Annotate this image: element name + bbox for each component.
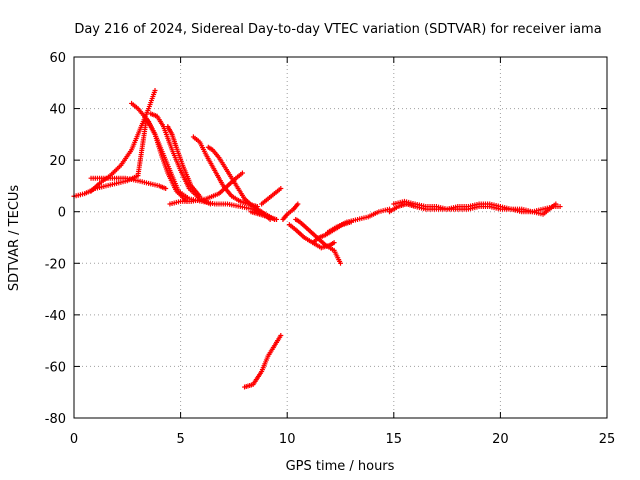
series-track-16 [325, 206, 393, 235]
y-tick-label: -80 [45, 412, 66, 427]
series-track-17 [242, 332, 284, 390]
data-point [152, 88, 158, 94]
x-tick-label: 0 [70, 432, 78, 447]
data-point [278, 332, 284, 338]
data-series [71, 88, 563, 390]
series-track-7 [167, 170, 245, 207]
series-track-6 [165, 124, 203, 199]
series-track-10 [259, 186, 284, 207]
series-track-19 [391, 198, 559, 217]
series-track-1 [71, 116, 277, 222]
data-point [278, 186, 284, 192]
data-point [338, 260, 343, 266]
series-track-12 [280, 201, 301, 222]
data-point [557, 204, 563, 210]
x-tick-label: 25 [599, 432, 616, 447]
series-track-11 [248, 209, 280, 222]
data-point [331, 240, 337, 246]
data-point [239, 170, 245, 176]
plot-frame [73, 56, 608, 419]
y-tick-label: 20 [49, 154, 66, 169]
series-track-14 [293, 216, 343, 266]
y-tick-label: 60 [49, 51, 66, 66]
grid-lines [74, 57, 607, 418]
x-tick-label: 15 [386, 432, 403, 447]
axis-ticks: 0 5 10 15 20 25 -80 -60 -40 -20 0 20 40 60 [45, 51, 616, 447]
x-tick-label: 5 [176, 432, 184, 447]
y-axis-label: SDTVAR / TECUs [7, 185, 22, 292]
series-track-3 [88, 88, 158, 194]
chart-title: Day 216 of 2024, Sidereal Day-to-day VTE… [74, 22, 601, 37]
data-point [207, 201, 213, 207]
y-tick-label: 0 [58, 206, 66, 221]
series-track-4 [129, 100, 190, 204]
x-axis-label: GPS time / hours [286, 459, 395, 474]
y-tick-label: -60 [45, 360, 66, 375]
x-tick-label: 20 [492, 432, 509, 447]
y-tick-label: -20 [45, 257, 66, 272]
data-point [553, 201, 559, 207]
x-tick-label: 10 [279, 432, 296, 447]
y-tick-label: -40 [45, 309, 66, 324]
data-point [274, 216, 280, 222]
data-point [295, 201, 301, 207]
y-tick-label: 40 [49, 103, 66, 118]
series-track-2 [88, 175, 169, 192]
data-point [163, 186, 169, 192]
